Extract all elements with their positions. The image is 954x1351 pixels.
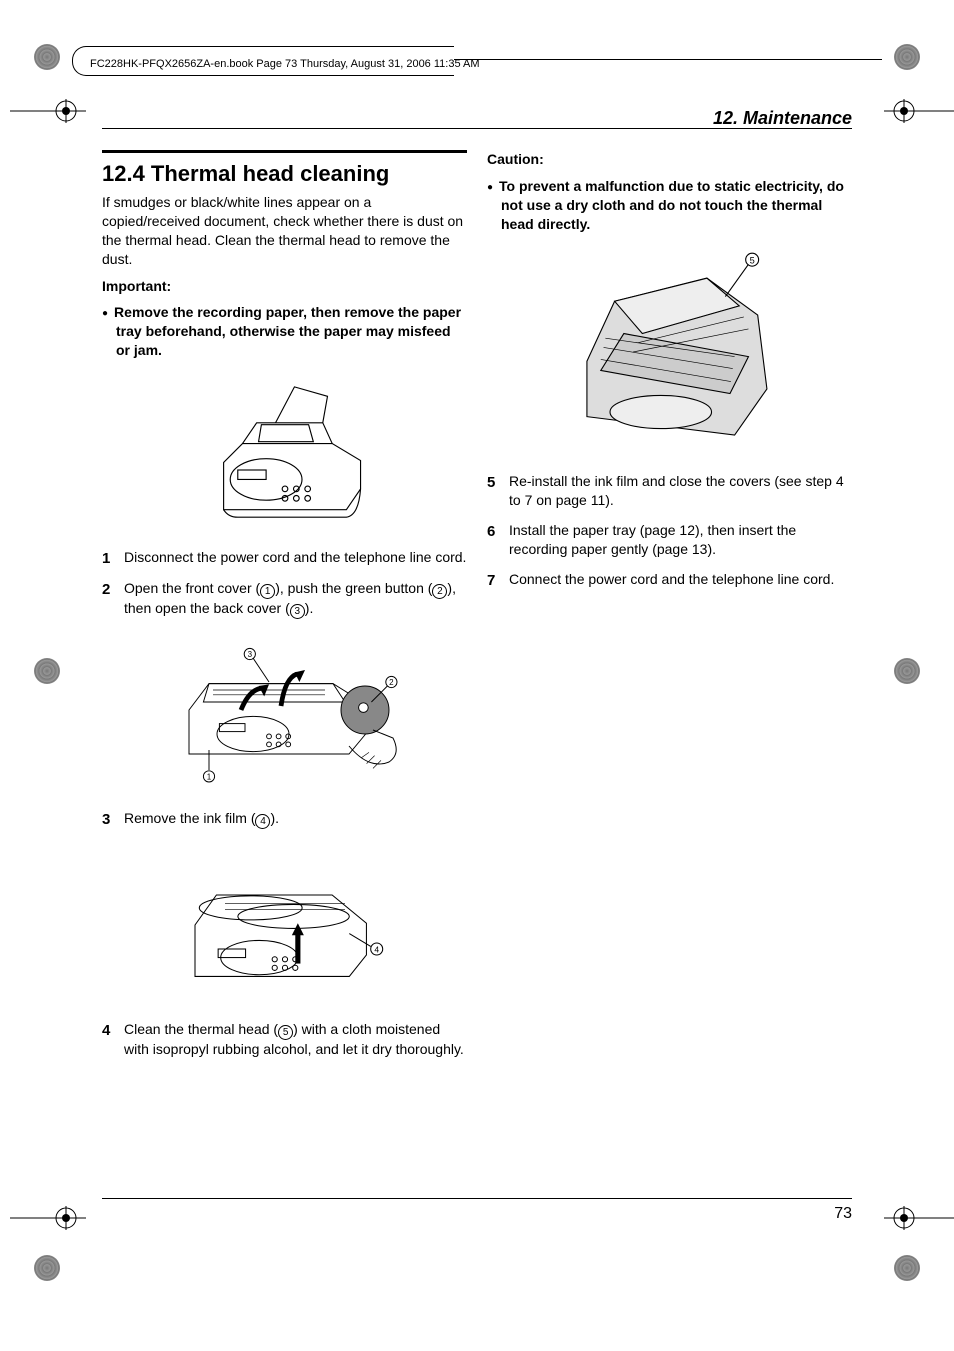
figure-remove-film: 4 — [165, 840, 405, 1010]
caution-label: Caution: — [487, 150, 852, 169]
important-label: Important: — [102, 277, 467, 296]
printers-mark-rosette — [34, 1255, 60, 1281]
step-4: 4 Clean the thermal head (5) with a clot… — [102, 1020, 467, 1060]
figure-fax-overview — [165, 368, 405, 538]
section-heading: 12.4 Thermal head cleaning — [102, 161, 467, 187]
top-rule — [102, 128, 852, 129]
step-1: 1 Disconnect the power cord and the tele… — [102, 548, 467, 569]
section-rule — [102, 150, 467, 153]
step-text: Clean the thermal head (5) with a cloth … — [124, 1020, 467, 1060]
step-text: Disconnect the power cord and the teleph… — [124, 548, 467, 569]
step-text: Open the front cover (1), push the green… — [124, 579, 467, 619]
printers-mark-rosette — [894, 1255, 920, 1281]
svg-text:5: 5 — [749, 255, 754, 265]
important-bullet: Remove the recording paper, then remove … — [116, 303, 467, 360]
steps-list: 4 Clean the thermal head (5) with a clot… — [102, 1020, 467, 1060]
svg-text:4: 4 — [374, 945, 379, 955]
steps-list: 1 Disconnect the power cord and the tele… — [102, 548, 467, 619]
caution-list: To prevent a malfunction due to static e… — [487, 177, 852, 234]
printers-mark-rosette — [894, 44, 920, 70]
figure-thermal-head: 5 — [550, 242, 790, 462]
header-frame-line — [454, 59, 882, 60]
svg-text:2: 2 — [389, 678, 394, 687]
registration-mark — [884, 96, 944, 126]
step-number: 6 — [487, 521, 509, 560]
chapter-title: 12. Maintenance — [713, 108, 852, 129]
step-2: 2 Open the front cover (1), push the gre… — [102, 579, 467, 619]
callout-3: 3 — [290, 604, 305, 619]
registration-mark — [10, 1203, 70, 1233]
steps-list: 5 Re-install the ink film and close the … — [487, 472, 852, 591]
bottom-rule — [102, 1198, 852, 1199]
right-column: Caution: To prevent a malfunction due to… — [487, 150, 852, 1191]
steps-list: 3 Remove the ink film (4). — [102, 809, 467, 830]
caution-bullet: To prevent a malfunction due to static e… — [501, 177, 852, 234]
step-number: 1 — [102, 548, 124, 569]
printers-mark-rosette — [34, 44, 60, 70]
page-number: 73 — [834, 1205, 852, 1223]
step-5: 5 Re-install the ink film and close the … — [487, 472, 852, 511]
registration-mark — [10, 96, 70, 126]
figure-open-covers: 1 3 2 — [165, 629, 405, 799]
step-text: Remove the ink film (4). — [124, 809, 467, 830]
step-text: Install the paper tray (page 12), then i… — [509, 521, 852, 560]
callout-1: 1 — [260, 584, 275, 599]
registration-mark — [884, 1203, 944, 1233]
manual-page: FC228HK-PFQX2656ZA-en.book Page 73 Thurs… — [0, 0, 954, 1351]
step-3: 3 Remove the ink film (4). — [102, 809, 467, 830]
step-7: 7 Connect the power cord and the telepho… — [487, 570, 852, 591]
content-columns: 12.4 Thermal head cleaning If smudges or… — [102, 150, 852, 1191]
step-text: Connect the power cord and the telephone… — [509, 570, 852, 591]
intro-text: If smudges or black/white lines appear o… — [102, 193, 467, 269]
step-number: 4 — [102, 1020, 124, 1060]
callout-5: 5 — [278, 1025, 293, 1040]
important-list: Remove the recording paper, then remove … — [102, 303, 467, 360]
callout-4: 4 — [255, 814, 270, 829]
svg-text:3: 3 — [247, 650, 252, 659]
step-6: 6 Install the paper tray (page 12), then… — [487, 521, 852, 560]
step-number: 5 — [487, 472, 509, 511]
book-header-meta: FC228HK-PFQX2656ZA-en.book Page 73 Thurs… — [90, 58, 480, 70]
step-text: Re-install the ink film and close the co… — [509, 472, 852, 511]
step-number: 3 — [102, 809, 124, 830]
left-column: 12.4 Thermal head cleaning If smudges or… — [102, 150, 467, 1191]
printers-mark-rosette — [894, 658, 920, 684]
printers-mark-rosette — [34, 658, 60, 684]
step-number: 2 — [102, 579, 124, 619]
callout-2: 2 — [432, 584, 447, 599]
svg-text:1: 1 — [206, 773, 211, 782]
step-number: 7 — [487, 570, 509, 591]
